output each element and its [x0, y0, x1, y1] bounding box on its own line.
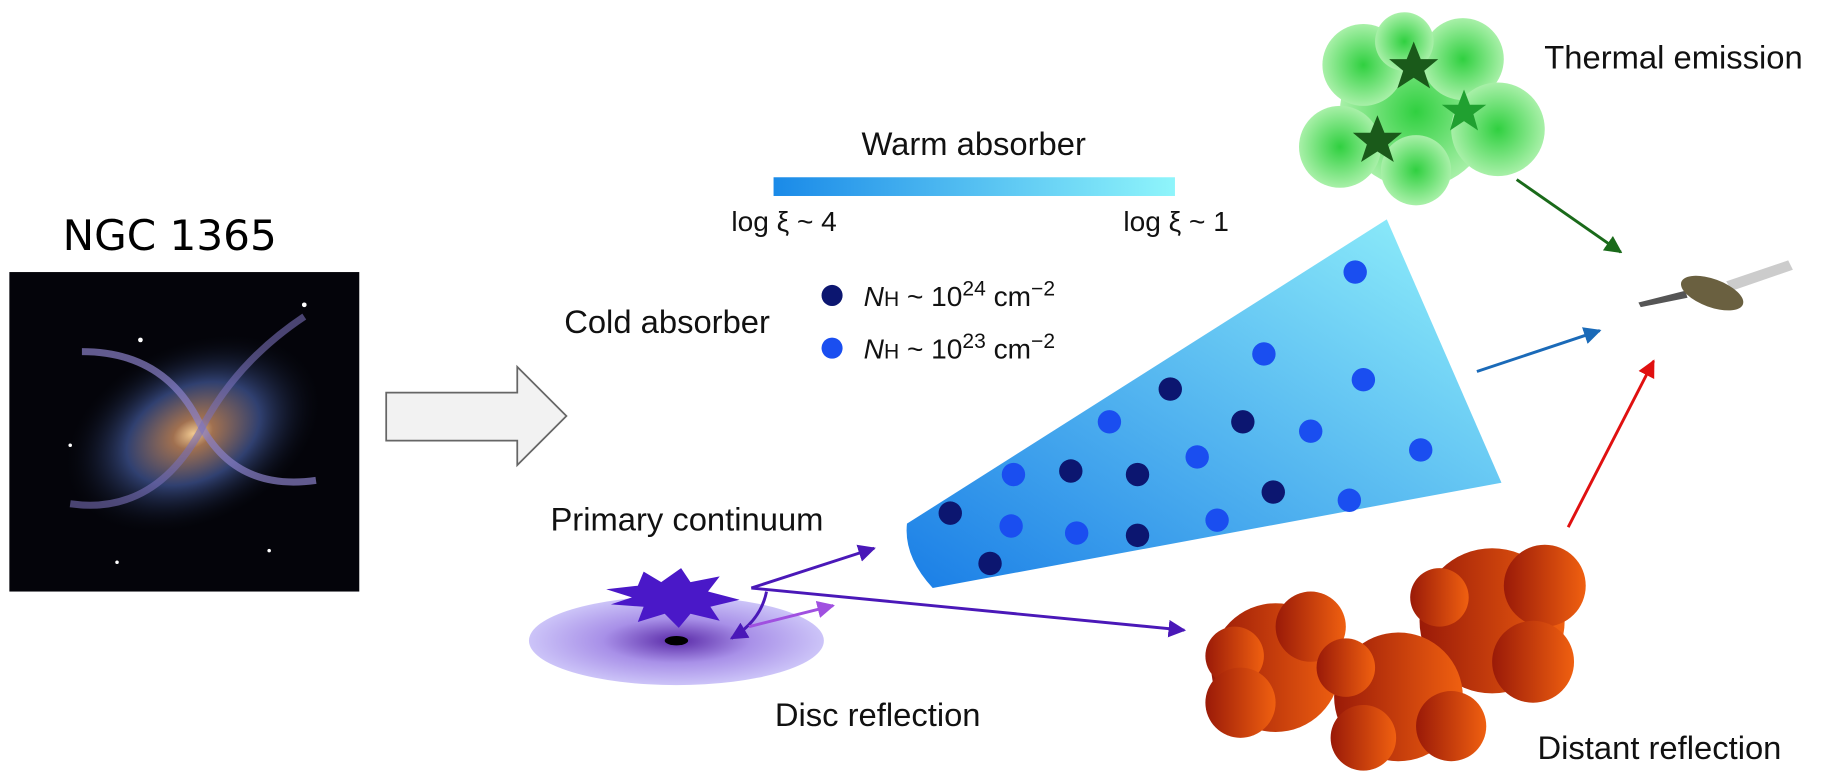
cold-absorber-label: Cold absorber: [564, 303, 770, 340]
black-hole: [665, 636, 688, 645]
unit-exponent: −2: [1031, 277, 1055, 300]
thin-cloud: [1205, 508, 1228, 531]
warm-absorber-label: Warm absorber: [861, 125, 1086, 162]
galaxy-title: NGC 1365: [63, 211, 277, 260]
thin-cloud: [999, 514, 1022, 537]
thin-cloud: [1252, 342, 1275, 365]
thin-cloud: [1098, 410, 1121, 433]
legend-dot: [822, 285, 843, 306]
dense-cloud: [1059, 459, 1082, 482]
primary-label: Primary continuum: [550, 501, 823, 538]
thin-cloud: [1002, 463, 1025, 486]
dense-cloud: [939, 501, 962, 524]
legend-label: NH ~ 1024 cm−2: [864, 277, 1055, 312]
ionisation-bar: [774, 177, 1175, 196]
thin-cloud: [1299, 420, 1322, 443]
thermal-label: Thermal emission: [1544, 38, 1802, 75]
satellite: [1638, 260, 1792, 317]
symbol: N: [864, 281, 885, 312]
to-satellite: [1477, 180, 1654, 528]
distant-clouds: [1205, 545, 1585, 771]
legend: NH ~ 1024 cm−2NH ~ 1023 cm−2: [822, 277, 1056, 364]
xi-low: log ξ ~ 4: [731, 206, 836, 237]
dense-cloud: [1231, 410, 1254, 433]
distant-label: Distant reflection: [1537, 729, 1781, 766]
thin-cloud: [1338, 489, 1361, 512]
flow-arrow: [386, 367, 566, 465]
dense-cloud: [1126, 524, 1149, 547]
legend-dot: [822, 338, 843, 359]
galaxy-image: [9, 272, 360, 591]
disc-label: Disc reflection: [775, 696, 981, 733]
subscript: H: [884, 341, 899, 364]
subscript: H: [884, 288, 899, 311]
exponent: 23: [962, 330, 985, 353]
dense-cloud: [1159, 377, 1182, 400]
diagram: NGC 1365 Warm absorber log ξ ~ 4 log ξ ~…: [0, 0, 1835, 777]
thin-cloud: [1343, 260, 1366, 283]
unit: cm: [986, 281, 1031, 312]
xi-high: log ξ ~ 1: [1123, 206, 1228, 237]
base: ~ 10: [899, 334, 962, 365]
thermal-cloud: [1299, 12, 1545, 205]
page: {"title": "NGC 1365", "warm_absorber": {…: [0, 0, 1835, 777]
thin-cloud: [1409, 438, 1432, 461]
dense-cloud: [978, 552, 1001, 575]
thin-cloud: [1065, 521, 1088, 544]
exponent: 24: [962, 277, 986, 300]
base: ~ 10: [899, 281, 962, 312]
dense-cloud: [1262, 480, 1285, 503]
symbol: N: [864, 334, 885, 365]
legend-label: NH ~ 1023 cm−2: [864, 330, 1055, 365]
thin-cloud: [1352, 368, 1375, 391]
absorber-wedge: [907, 219, 1502, 588]
unit-exponent: −2: [1031, 330, 1055, 353]
dense-cloud: [1126, 463, 1149, 486]
unit: cm: [986, 334, 1031, 365]
thin-cloud: [1185, 445, 1208, 468]
